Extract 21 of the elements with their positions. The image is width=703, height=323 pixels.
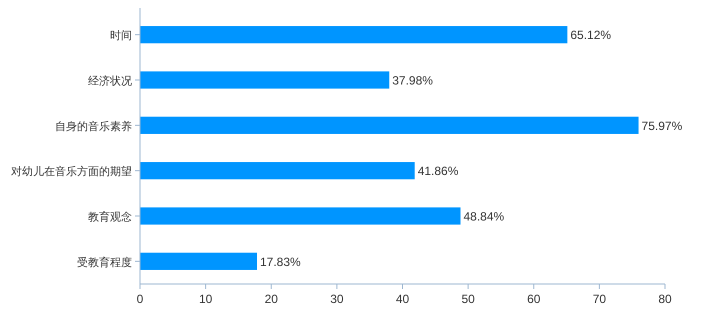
data-label: 41.86% bbox=[418, 164, 459, 178]
data-label: 48.84% bbox=[464, 210, 505, 224]
y-tick-label: 对幼儿在音乐方面的期望 bbox=[11, 165, 132, 178]
x-tick-label: 70 bbox=[592, 292, 606, 306]
x-tick-label: 20 bbox=[264, 292, 278, 306]
data-label: 65.12% bbox=[570, 28, 612, 42]
x-tick-label: 60 bbox=[527, 292, 541, 306]
data-label: 75.97% bbox=[642, 118, 683, 133]
y-tick-label: 教育观念 bbox=[88, 210, 132, 224]
data-label: 17.83% bbox=[260, 254, 302, 269]
x-tick-label: 40 bbox=[396, 292, 410, 306]
y-tick-label: 受教育程度 bbox=[77, 256, 132, 269]
y-tick-label: 时间 bbox=[110, 29, 132, 42]
x-tick-label: 0 bbox=[136, 292, 144, 306]
y-tick-label: 自身的音乐素养 bbox=[55, 120, 132, 133]
x-tick-label: 10 bbox=[198, 292, 213, 306]
x-tick-label: 50 bbox=[461, 292, 476, 306]
y-tick-label: 经济状况 bbox=[88, 74, 132, 88]
x-tick-label: 30 bbox=[330, 292, 344, 306]
x-tick-label: 80 bbox=[658, 292, 672, 306]
data-label: 37.98% bbox=[392, 74, 434, 88]
